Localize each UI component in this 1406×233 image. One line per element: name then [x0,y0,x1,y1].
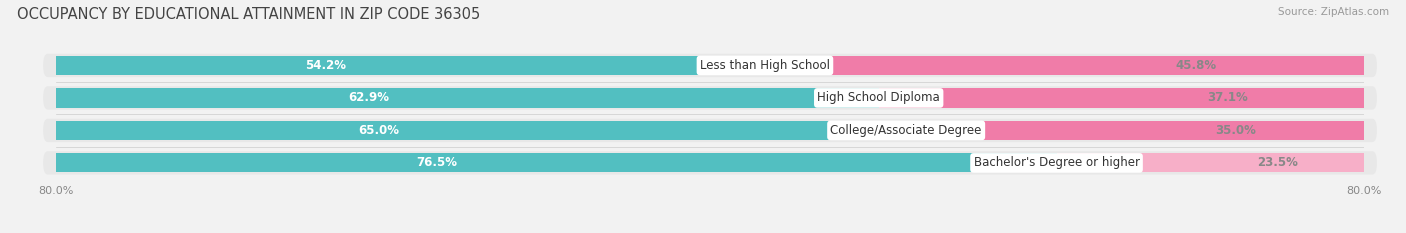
Text: 65.0%: 65.0% [359,124,399,137]
Bar [56,88,879,107]
Bar [56,56,765,75]
FancyBboxPatch shape [44,86,1376,110]
Text: Bachelor's Degree or higher: Bachelor's Degree or higher [973,156,1139,169]
Text: OCCUPANCY BY EDUCATIONAL ATTAINMENT IN ZIP CODE 36305: OCCUPANCY BY EDUCATIONAL ATTAINMENT IN Z… [17,7,479,22]
Text: Source: ZipAtlas.com: Source: ZipAtlas.com [1278,7,1389,17]
Bar [56,121,905,140]
Bar [879,88,1364,107]
Bar [905,121,1364,140]
Text: 54.2%: 54.2% [305,59,346,72]
Text: High School Diploma: High School Diploma [817,91,941,104]
Bar [1056,153,1364,172]
Text: Less than High School: Less than High School [700,59,830,72]
Bar [56,153,1056,172]
Text: 45.8%: 45.8% [1175,59,1216,72]
Text: 23.5%: 23.5% [1257,156,1298,169]
Text: College/Associate Degree: College/Associate Degree [831,124,981,137]
FancyBboxPatch shape [44,54,1376,77]
Text: 76.5%: 76.5% [416,156,457,169]
FancyBboxPatch shape [44,151,1376,175]
Text: 62.9%: 62.9% [349,91,389,104]
Text: 35.0%: 35.0% [1215,124,1256,137]
Bar [765,56,1364,75]
Text: 37.1%: 37.1% [1208,91,1249,104]
FancyBboxPatch shape [44,119,1376,142]
